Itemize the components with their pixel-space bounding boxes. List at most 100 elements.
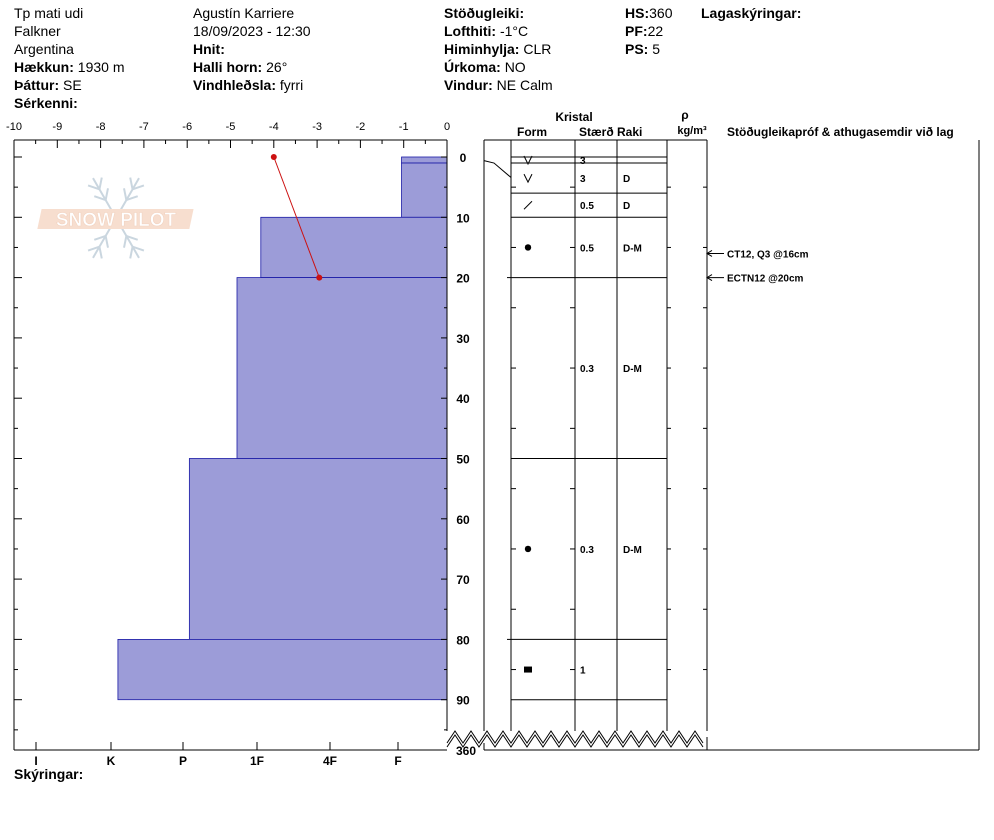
temp-tick-label: -2 [356,121,366,133]
airtemp-label: Lofthiti: [444,23,497,39]
depth-tick-label: 90 [456,694,470,708]
new-snow-icon [523,173,533,184]
test-arrow-icon [706,250,713,257]
temp-tick-label: -10 [6,121,22,133]
airtemp-row: Lofthiti: -1°C [444,22,553,40]
form-header: Form [517,125,547,139]
depth-tick-label: 20 [456,272,470,286]
sky-label: Himinhylja: [444,41,520,57]
moisture-value: D-M [623,243,642,254]
elevation-label: Hækkun: [14,59,74,75]
remarks-row: Sérkenni: [14,94,125,112]
size-header: Stærð [579,125,614,139]
temp-tick-label: 0 [444,121,450,133]
depth-tick-label: 50 [456,453,470,467]
wind-loading-label: Vindhleðsla: [193,77,276,93]
temperature-point [316,274,323,281]
wind-loading-value: fyrri [279,77,304,93]
stability-row: Stöðugleiki: [444,4,553,22]
moisture-value: D-M [623,364,642,375]
density-unit-header: kg/m³ [677,125,707,137]
temp-tick-label: -7 [139,121,149,133]
slope-row: Halli horn: 26° [193,58,311,76]
faceted-icon [524,666,532,673]
slope-label: Halli horn: [193,59,263,75]
stability-label: Stöðugleiki: [444,5,525,21]
wind-label: Vindur: [444,77,493,93]
ps-label: PS: [625,41,649,57]
kristal-header: Kristal [555,110,592,124]
hardness-bar [117,639,448,701]
test-arrow-icon [706,274,713,282]
header-col4: HS:360 PF:22 PS: 5 [625,4,672,58]
aspect-label: Þáttur: [14,77,60,93]
observer-name: Agustín Karriere [193,5,295,21]
coords-label: Hnit: [193,41,225,57]
header-col2: Agustín Karriere 18/09/2023 - 12:30 Hnit… [193,4,311,94]
aspect-row: Þáttur: SE [14,76,125,94]
coords-row: Hnit: [193,40,311,58]
location-name: Falkner [14,23,61,39]
rounded-grain-icon [524,545,532,553]
wind-row: Vindur: NE Calm [444,76,553,94]
hardness-bar [401,156,448,164]
logo-text: SNOW PILOT [56,210,177,231]
observation-datetime: 18/09/2023 - 12:30 [193,23,311,39]
country-name: Argentina [14,41,74,57]
grain-size-value: 1 [580,666,586,677]
hardness-tick-label: 4F [323,754,337,768]
total-depth-label: 360 [456,744,476,758]
pf-value: 22 [647,23,664,39]
hs-row: HS:360 [625,4,672,22]
temp-tick-label: -3 [312,121,322,133]
depth-tick-label: 30 [456,332,470,346]
snowflake-logo-icon: SNOW PILOT [37,177,194,259]
elevation-value: 1930 m [77,59,125,75]
density-rho-header: ρ [681,108,688,122]
temp-tick-label: -1 [399,121,409,133]
depth-tick-label: 0 [460,151,467,165]
hardness-tick-label: 1F [250,754,264,768]
stability-test-text: ECTN12 @20cm [727,274,804,285]
pf-label: PF: [625,23,648,39]
precip-value: NO [504,59,526,75]
temp-tick-label: -4 [269,121,279,133]
elevation-row: Hækkun: 1930 m [14,58,125,76]
pf-row: PF:22 [625,22,672,40]
hs-value: 360 [649,5,673,21]
new-snow-icon [523,155,533,166]
moisture-value: D [623,201,630,212]
header-col5: Lagaskýringar: [701,4,801,22]
depth-tick-label: 40 [456,392,470,406]
depth-tick-label: 10 [456,211,470,225]
remarks-label: Sérkenni: [14,95,78,111]
layer-connector-line [483,160,512,178]
temperature-point [270,154,277,160]
sky-row: Himinhylja: CLR [444,40,553,58]
hardness-tick-label: P [179,754,187,768]
moisture-header: Raki [617,125,642,139]
grain-size-value: 3 [580,156,586,167]
wind-value: NE Calm [496,77,553,93]
ps-row: PS: 5 [625,40,672,58]
aspect-value: SE [63,77,82,93]
hardness-bar [401,162,448,218]
hardness-bar [260,216,448,279]
wind-loading-row: Vindhleðsla: fyrri [193,76,311,94]
sky-value: CLR [523,41,552,57]
ps-value: 5 [652,41,661,57]
tests-header: Stöðugleikapróf & athugasemdir við lag [727,125,954,139]
airtemp-value: -1°C [499,23,529,39]
legend-row: Skýringar: [14,765,83,783]
hardness-tick-label: I [34,754,37,768]
depth-tick-label: 80 [456,633,470,647]
slope-value: 26° [266,59,288,75]
header-col3: Stöðugleiki: Lofthiti: -1°C Himinhylja: … [444,4,553,94]
hardness-bar [236,277,448,459]
temp-tick-label: -9 [52,121,62,133]
grain-size-value: 0.5 [580,243,594,254]
break-zigzag-line [446,734,704,748]
rounded-grain-icon [524,244,532,251]
grain-size-value: 0.3 [580,545,594,556]
